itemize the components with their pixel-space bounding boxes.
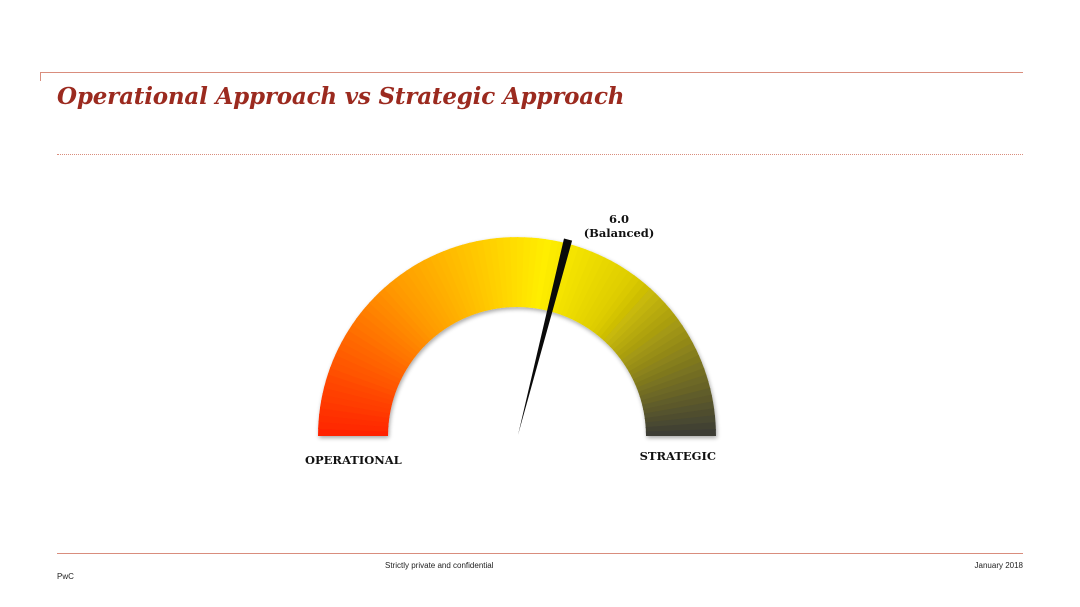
gauge-max-label: STRATEGIC xyxy=(640,449,716,463)
footer-rule xyxy=(57,553,1023,554)
gauge-arc-segment xyxy=(517,428,716,436)
header-rule xyxy=(40,72,1023,73)
title-divider xyxy=(57,154,1023,155)
gauge-value-label: 6.0 xyxy=(609,212,629,226)
footer-date: January 2018 xyxy=(974,561,1023,570)
gauge-min-label: OPERATIONAL xyxy=(305,453,402,467)
header-rule-tick xyxy=(40,72,41,81)
confidentiality-notice: Strictly private and confidential xyxy=(385,561,494,570)
gauge-status-label: (Balanced) xyxy=(584,226,655,240)
gauge-arc xyxy=(318,237,716,436)
slide-title: Operational Approach vs Strategic Approa… xyxy=(57,83,625,110)
footer-brand: PwC xyxy=(57,572,74,581)
gauge-needle xyxy=(518,238,573,435)
